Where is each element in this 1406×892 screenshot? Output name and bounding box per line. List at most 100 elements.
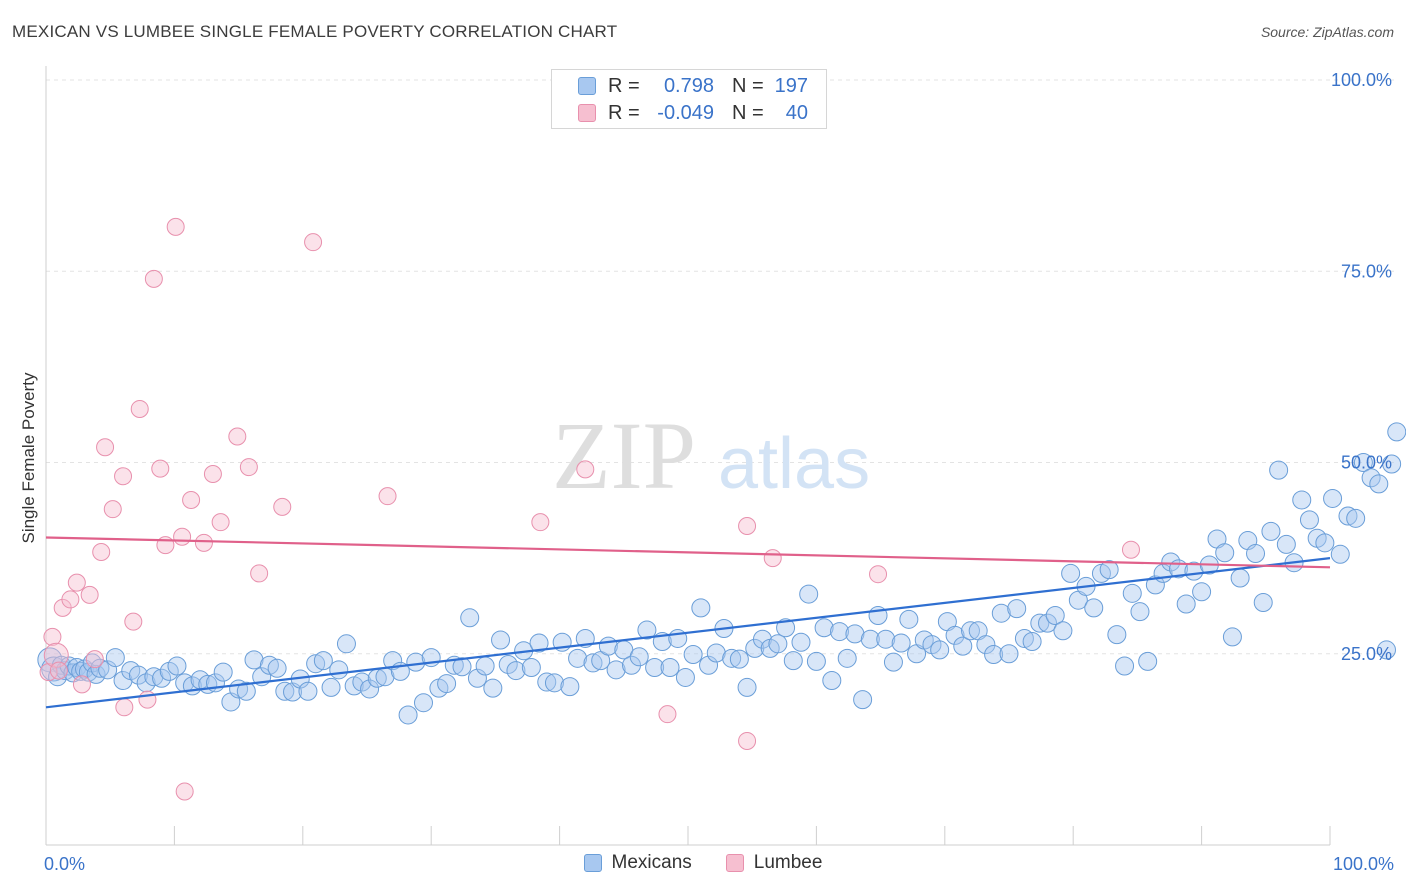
lumbee-point: [576, 460, 595, 479]
legend-item-mexicans[interactable]: Mexicans: [583, 852, 692, 874]
mexicans-point: [1323, 488, 1343, 508]
mexicans-point: [1176, 594, 1196, 614]
lumbee-point: [738, 516, 757, 535]
lumbee-point: [763, 549, 782, 568]
mexicans-point: [1330, 544, 1350, 564]
mexicans-point: [460, 608, 480, 628]
mexicans-point: [1061, 563, 1081, 583]
mexicans-point: [1007, 599, 1027, 619]
lumbee-point: [658, 705, 677, 724]
source-label: Source: ZipAtlas.com: [1260, 24, 1394, 40]
mexicans-point: [583, 653, 603, 673]
watermark-atlas: atlas: [718, 424, 870, 504]
watermark-zip: ZIP: [552, 402, 696, 509]
mexicans-point: [259, 655, 279, 675]
mexicans-point: [1299, 510, 1319, 530]
mexicans-point: [321, 677, 341, 697]
mexicans-point: [960, 621, 980, 641]
mexicans-point: [1369, 474, 1389, 494]
lumbee-point: [80, 585, 99, 604]
mexicans-point: [1230, 568, 1250, 588]
mexicans-point: [491, 630, 511, 650]
mexicans-point: [1215, 543, 1235, 563]
mexicans-point: [675, 667, 695, 687]
mexicans-point: [883, 652, 903, 672]
lumbee-point: [166, 217, 185, 236]
lumbee-point: [138, 690, 157, 709]
mexicans-point: [437, 674, 457, 694]
mexicans-point: [67, 658, 87, 678]
lumbee-point: [43, 627, 62, 646]
mexicans-point: [413, 693, 433, 713]
lumbee-point: [273, 497, 292, 516]
y-tick-label: 50.0%: [1341, 453, 1392, 473]
mexicans-point: [853, 690, 873, 710]
legend-n-label: N =: [732, 74, 764, 97]
legend-label-lumbee: Lumbee: [753, 852, 823, 873]
mexicans-point: [722, 648, 742, 668]
mexicans-point: [783, 651, 803, 671]
mexicans-point: [683, 645, 703, 665]
legend-r-value: -0.049: [657, 101, 714, 124]
mexicans-point: [352, 672, 372, 692]
mexicans-point: [1222, 627, 1242, 647]
mexicans-point: [544, 673, 564, 693]
lumbee-point: [738, 731, 757, 750]
legend-row-mexicans: R = 0.798 N = 197: [578, 73, 808, 99]
legend-swatch-mexicans: [583, 854, 602, 872]
mexicans-point: [660, 658, 680, 678]
mexicans-point: [1030, 613, 1050, 633]
mexicans-point: [1053, 621, 1073, 641]
mexicans-point: [876, 629, 896, 649]
mexicans-point: [329, 660, 349, 680]
mexicans-point: [837, 648, 857, 668]
legend-item-lumbee[interactable]: Lumbee: [725, 852, 823, 874]
lumbee-point: [211, 513, 230, 532]
mexicans-point: [267, 658, 287, 678]
mexicans-point: [1122, 583, 1142, 603]
x-tick-label: 0.0%: [44, 854, 85, 874]
mexicans-point: [706, 643, 726, 663]
mexicans-point: [1292, 490, 1312, 510]
mexicans-points: [37, 422, 1406, 725]
lumbee-point: [182, 490, 201, 509]
mexicans-point: [830, 622, 850, 642]
lumbee-point: [173, 527, 192, 546]
lumbee-point: [531, 513, 550, 532]
mexicans-point: [1353, 453, 1373, 472]
legend-r-value: 0.798: [663, 74, 714, 97]
lumbee-point: [869, 565, 888, 584]
x-tick-label: 100.0%: [1333, 854, 1394, 874]
mexicans-point: [383, 651, 403, 671]
legend-row-lumbee: R = -0.049 N = 40: [578, 100, 808, 126]
mexicans-point: [113, 671, 133, 691]
mexicans-point: [313, 651, 333, 671]
mexicans-point: [498, 654, 518, 674]
lumbee-point: [49, 661, 68, 680]
lumbee-point: [304, 233, 323, 252]
mexicans-point: [860, 629, 880, 649]
mexicans-point: [529, 633, 549, 653]
mexicans-point: [1145, 575, 1165, 595]
mexicans-point: [475, 656, 495, 676]
mexicans-point: [984, 645, 1004, 665]
mexicans-point: [128, 665, 148, 685]
lumbee-point: [130, 399, 149, 418]
lumbee-trend-line: [45, 536, 1331, 569]
mexicans-point: [1376, 640, 1396, 660]
mexicans-point: [1161, 552, 1181, 572]
tick-labels: 25.0% 50.0% 75.0% 100.0% 0.0% 100.0%: [44, 70, 1394, 874]
mexicans-point: [1261, 521, 1281, 541]
lumbee-point: [250, 564, 269, 583]
mexicans-point: [1315, 533, 1335, 553]
mexicans-point: [645, 658, 665, 678]
mexicans-point: [1045, 606, 1065, 625]
lumbee-point: [67, 573, 86, 592]
legend-label-mexicans: Mexicans: [611, 852, 692, 873]
mexicans-point: [991, 603, 1011, 623]
mexicans-trend-line: [45, 557, 1331, 709]
mexicans-point: [360, 679, 380, 699]
y-tick-label: 75.0%: [1341, 261, 1392, 281]
mexicans-point: [521, 658, 541, 678]
lumbee-point: [194, 533, 213, 552]
